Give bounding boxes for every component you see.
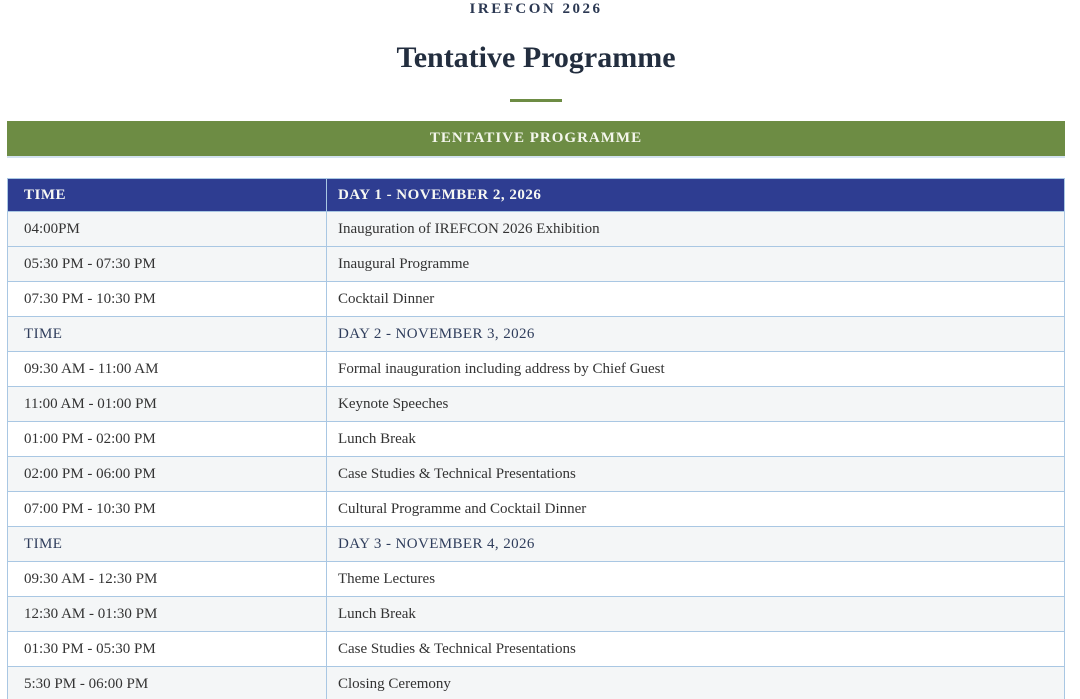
table-row: 09:30 AM - 12:30 PM Theme Lectures — [7, 561, 1065, 597]
time-column-header: TIME — [7, 178, 327, 212]
event-cell: Case Studies & Technical Presentations — [326, 456, 1065, 492]
page-title: Tentative Programme — [396, 41, 676, 74]
time-cell: TIME — [7, 316, 327, 352]
event-cell: Inaugural Programme — [326, 246, 1065, 282]
day-subheader-row: TIME DAY 2 - NOVEMBER 3, 2026 — [7, 316, 1065, 352]
table-row: 11:00 AM - 01:00 PM Keynote Speeches — [7, 386, 1065, 422]
event-cell: Cultural Programme and Cocktail Dinner — [326, 491, 1065, 527]
time-cell: 07:30 PM - 10:30 PM — [7, 281, 327, 317]
event-cell: DAY 3 - NOVEMBER 4, 2026 — [326, 526, 1065, 562]
conference-name: IREFCON 2026 — [469, 1, 603, 17]
table-row: 01:30 PM - 05:30 PM Case Studies & Techni… — [7, 631, 1065, 667]
day1-column-header: DAY 1 - NOVEMBER 2, 2026 — [326, 178, 1065, 212]
day-subheader-row: TIME DAY 3 - NOVEMBER 4, 2026 — [7, 526, 1065, 562]
event-cell: Case Studies & Technical Presentations — [326, 631, 1065, 667]
time-cell: 05:30 PM - 07:30 PM — [7, 246, 327, 282]
time-cell: 01:30 PM - 05:30 PM — [7, 631, 327, 667]
time-cell: 02:00 PM - 06:00 PM — [7, 456, 327, 492]
event-cell: Keynote Speeches — [326, 386, 1065, 422]
table-row: 05:30 PM - 07:30 PM Inaugural Programme — [7, 246, 1065, 282]
event-cell: DAY 2 - NOVEMBER 3, 2026 — [326, 316, 1065, 352]
event-cell: Lunch Break — [326, 596, 1065, 632]
time-cell: 11:00 AM - 01:00 PM — [7, 386, 327, 422]
table-row: 02:00 PM - 06:00 PM Case Studies & Techni… — [7, 456, 1065, 492]
table-row: 5:30 PM - 06:00 PM Closing Ceremony — [7, 666, 1065, 699]
table-row: 09:30 AM - 11:00 AM Formal inauguration i… — [7, 351, 1065, 387]
table-row: 07:00 PM - 10:30 PM Cultural Programme an… — [7, 491, 1065, 527]
time-cell: 09:30 AM - 12:30 PM — [7, 561, 327, 597]
time-cell: 09:30 AM - 11:00 AM — [7, 351, 327, 387]
event-cell: Theme Lectures — [326, 561, 1065, 597]
event-cell: Formal inauguration including address by… — [326, 351, 1065, 387]
table-row: 04:00PM Inauguration of IREFCON 2026 Exhi… — [7, 211, 1065, 247]
table-row: 07:30 PM - 10:30 PM Cocktail Dinner — [7, 281, 1065, 317]
programme-table: TIME DAY 1 - NOVEMBER 2, 2026 04:00PM Ina… — [7, 178, 1065, 699]
time-cell: 07:00 PM - 10:30 PM — [7, 491, 327, 527]
time-cell: 04:00PM — [7, 211, 327, 247]
event-cell: Closing Ceremony — [326, 666, 1065, 699]
table-row: 12:30 AM - 01:30 PM Lunch Break — [7, 596, 1065, 632]
time-cell: 12:30 AM - 01:30 PM — [7, 596, 327, 632]
time-cell: 5:30 PM - 06:00 PM — [7, 666, 327, 699]
page-content: IREFCON 2026 Tentative Programme TENTATI… — [7, 0, 1065, 699]
time-cell: 01:00 PM - 02:00 PM — [7, 421, 327, 457]
heading-divider — [510, 99, 562, 102]
event-cell: Cocktail Dinner — [326, 281, 1065, 317]
event-cell: Inauguration of IREFCON 2026 Exhibition — [326, 211, 1065, 247]
time-cell: TIME — [7, 526, 327, 562]
event-cell: Lunch Break — [326, 421, 1065, 457]
programme-banner: TENTATIVE PROGRAMME — [7, 121, 1065, 158]
programme-table-body: 04:00PM Inauguration of IREFCON 2026 Exhi… — [7, 211, 1065, 699]
programme-banner-label: TENTATIVE PROGRAMME — [429, 130, 643, 146]
table-header-row: TIME DAY 1 - NOVEMBER 2, 2026 — [7, 178, 1065, 212]
table-row: 01:00 PM - 02:00 PM Lunch Break — [7, 421, 1065, 457]
